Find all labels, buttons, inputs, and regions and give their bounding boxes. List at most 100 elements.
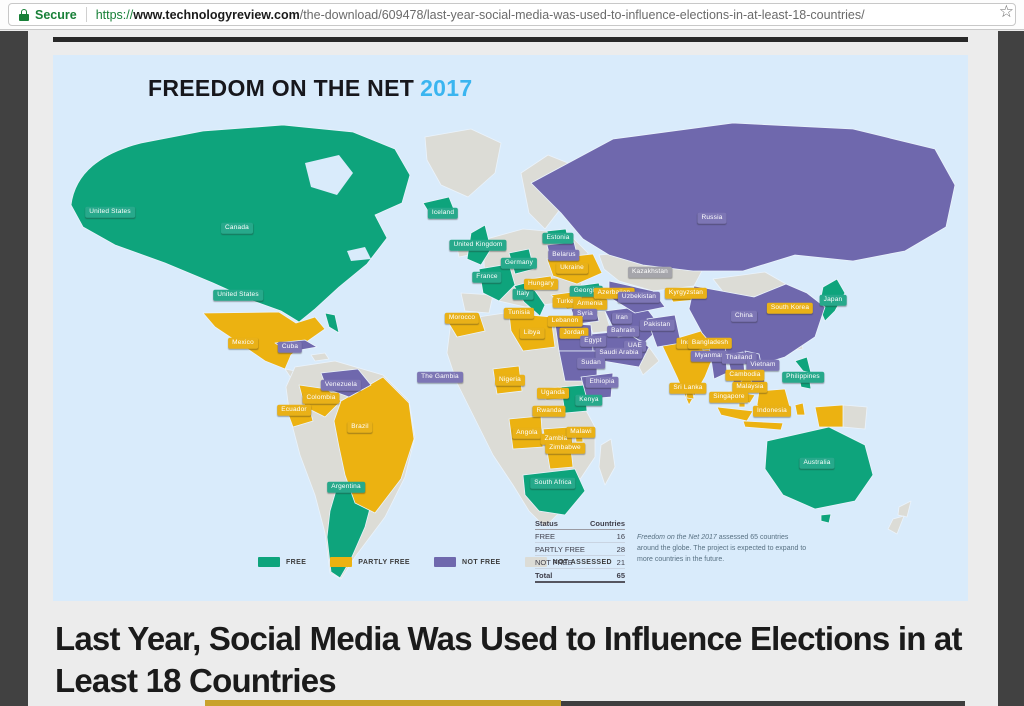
country-label-sudan: Sudan: [577, 357, 605, 369]
map-title: FREEDOM ON THE NET 2017: [148, 75, 472, 102]
country-label-united-kingdom: United Kingdom: [449, 239, 507, 251]
next-media-sliver-dark: [561, 701, 965, 706]
country-label-united-states: United States: [85, 206, 135, 218]
status-table-cell: 16: [587, 529, 625, 543]
country-label-azerbaijan: Azerbaijan: [593, 287, 635, 299]
country-label-south-korea: South Korea: [766, 302, 814, 314]
country-label-cambodia: Cambodia: [725, 369, 765, 381]
country-label-kazakhstan: Kazakhstan: [628, 266, 672, 278]
water-cutouts: [305, 155, 371, 261]
country-label-myanmar: Myanmar: [690, 350, 728, 362]
legend-label-free: FREE: [286, 558, 307, 566]
status-table-header-cell: Countries: [587, 517, 625, 530]
country-label-egypt: Egypt: [580, 335, 606, 347]
secure-label: Secure: [35, 7, 77, 22]
country-label-ethiopia: Ethiopia: [585, 376, 619, 388]
status-table-body: FREE 16 PARTLY FREE 28 NOT FREE 21: [535, 529, 625, 569]
legend-swatch-not: [434, 557, 457, 567]
country-label-japan: Japan: [819, 294, 847, 306]
status-table-cell: NOT FREE: [535, 555, 588, 569]
map-title-year: 2017: [420, 75, 473, 101]
country-label-georgia: Georgia: [569, 285, 603, 297]
legend-label-partly: PARTLY FREE: [358, 558, 411, 566]
country-label-syria: Syria: [573, 308, 597, 320]
country-label-indonesia: Indonesia: [753, 405, 791, 417]
article-headline: Last Year, Social Media Was Used to Infl…: [55, 620, 962, 699]
country-label-morocco: Morocco: [444, 312, 480, 324]
country-label-uganda: Uganda: [537, 387, 569, 399]
country-label-malawi: Malawi: [566, 426, 596, 438]
status-table-row: NOT FREE 21: [535, 555, 625, 569]
country-label-lebanon: Lebanon: [547, 315, 583, 327]
status-table-cell: FREE: [535, 529, 588, 543]
page-gutter-right: [998, 31, 1024, 706]
country-label-sri-lanka: Sri Lanka: [669, 382, 707, 394]
country-label-the-gambia: The Gambia: [417, 371, 463, 383]
country-label-brazil: Brazil: [347, 421, 373, 433]
status-table-cell: 21: [587, 555, 625, 569]
country-label-italy: Italy: [512, 288, 534, 300]
site-header-rule: [53, 37, 968, 42]
country-label-venezuela: Venezuela: [320, 379, 362, 391]
country-label-germany: Germany: [500, 257, 538, 269]
url-text[interactable]: https://www.technologyreview.com/the-dow…: [96, 8, 865, 22]
next-media-sliver: [205, 700, 561, 706]
country-label-zimbabwe: Zimbabwe: [545, 442, 585, 454]
country-label-philippines: Philippines: [782, 371, 824, 383]
country-label-uzbekistan: Uzbekistan: [617, 291, 661, 303]
status-table-header: Status Countries: [535, 517, 625, 530]
map-title-text: FREEDOM ON THE NET: [148, 75, 415, 101]
country-label-thailand: Thailand: [721, 352, 757, 364]
country-label-jordan: Jordan: [559, 327, 589, 339]
country-label-uae: UAE: [624, 340, 646, 352]
status-table-cell: 28: [587, 542, 625, 556]
country-label-malaysia: Malaysia: [732, 381, 768, 393]
country-label-angola: Angola: [512, 427, 542, 439]
status-table-total: Total 65: [535, 568, 625, 583]
url-domain: www.technologyreview.com: [133, 7, 300, 22]
country-label-south-africa: South Africa: [530, 477, 576, 489]
omnibox[interactable]: Secure https://www.technologyreview.com/…: [8, 3, 1016, 26]
country-label-iceland: Iceland: [427, 207, 459, 219]
status-table-total-cell: 65: [587, 568, 625, 583]
country-label-turkey: Turkey: [552, 296, 582, 308]
country-label-argentina: Argentina: [327, 481, 365, 493]
country-label-france: France: [472, 271, 502, 283]
country-label-vietnam: Vietnam: [746, 359, 780, 371]
bookmark-star-icon[interactable]: ☆: [998, 2, 1014, 21]
country-label-estonia: Estonia: [542, 232, 574, 244]
padlock-icon: [19, 8, 29, 21]
country-label-cuba: Cuba: [277, 341, 303, 353]
country-label-kyrgyzstan: Kyrgyzstan: [664, 287, 708, 299]
legend-swatch-free: [258, 557, 280, 567]
legend-item-free: FREE: [258, 557, 306, 567]
country-label-libya: Libya: [519, 327, 545, 339]
country-label-colombia: Colombia: [302, 392, 340, 404]
country-label-tunisia: Tunisia: [503, 307, 535, 319]
country-label-belarus: Belarus: [548, 249, 580, 261]
country-label-canada: Canada: [221, 222, 253, 234]
country-label-singapore: Singapore: [709, 391, 749, 403]
browser-address-bar: Secure https://www.technologyreview.com/…: [0, 0, 1024, 30]
map-note: Freedom on the Net 2017 assessed 65 coun…: [637, 533, 809, 566]
country-label-bahrain: Bahrain: [607, 325, 639, 337]
status-table-cell: PARTLY FREE: [535, 542, 588, 556]
country-labels: United States Canada United States Mexico Cu…: [53, 55, 968, 601]
country-label-hungary: Hungary: [524, 278, 558, 290]
status-table-header-cell: Status: [535, 517, 588, 530]
country-label-kenya: Kenya: [575, 394, 603, 406]
omnibox-separator: [85, 7, 87, 22]
status-table: Status Countries FREE 16 PARTLY FREE 28 NOT F…: [535, 517, 625, 583]
country-label-ecuador: Ecuador: [277, 404, 311, 416]
country-label-bangladesh: Bangladesh: [687, 337, 733, 349]
url-scheme: https://: [95, 7, 134, 22]
country-label-iran: Iran: [611, 312, 633, 324]
country-label-australia: Australia: [799, 457, 835, 469]
country-label-saudi-arabia: Saudi Arabia: [595, 347, 643, 359]
country-label-armenia: Armenia: [573, 298, 607, 310]
country-label-united-states: United States: [213, 289, 263, 301]
country-label-russia: Russia: [697, 212, 727, 224]
country-label-mexico: Mexico: [228, 337, 258, 349]
url-path: /the-download/609478/last-year-social-me…: [299, 7, 865, 22]
